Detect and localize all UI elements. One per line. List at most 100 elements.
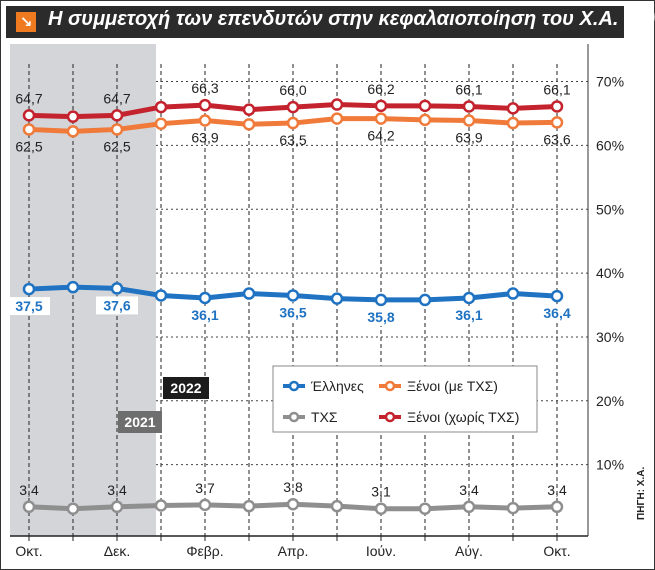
- data-point-foreign_without: [110, 109, 124, 122]
- y-tick-label: 50%: [596, 201, 624, 217]
- data-label-bg: [184, 306, 226, 325]
- data-point-foreign_with: [374, 112, 388, 125]
- data-label-greeks: 36,5: [279, 304, 306, 320]
- data-point-funds: [506, 501, 520, 515]
- data-point-funds: [462, 500, 476, 514]
- data-point-foreign_without: [66, 110, 80, 123]
- data-point-greeks: [154, 289, 168, 302]
- data-point-foreign_with: [22, 123, 36, 136]
- legend-swatch-marker: [288, 380, 300, 392]
- x-tick-label: Ιούν.: [366, 543, 396, 559]
- data-point-funds: [418, 502, 432, 515]
- data-point-foreign_with: [66, 125, 80, 138]
- legend-box: [272, 365, 538, 433]
- arrow-icon: ↘: [16, 12, 36, 32]
- legend-entry-greeks: Έλληνες: [310, 378, 364, 394]
- data-point-funds: [374, 502, 388, 515]
- data-label-foreign_without: 66,0: [279, 82, 306, 98]
- data-point-greeks: [22, 282, 36, 296]
- data-point-foreign_with: [506, 116, 520, 130]
- data-label-funds: 3,4: [459, 482, 479, 498]
- data-point-foreign_with: [330, 112, 344, 125]
- data-point-greeks: [110, 282, 124, 295]
- data-label-greeks: 36,1: [455, 307, 482, 323]
- data-label-bg: [448, 306, 490, 325]
- data-point-greeks: [418, 293, 432, 307]
- data-point-foreign_without: [462, 100, 476, 113]
- data-point-greeks: [242, 287, 256, 300]
- year-badge-2021: [118, 411, 162, 433]
- data-label-greeks: 37,5: [15, 298, 42, 314]
- data-label-foreign_without: 66,3: [191, 80, 218, 96]
- data-label-foreign_with: 63,6: [543, 131, 570, 147]
- data-point-greeks: [374, 293, 388, 307]
- data-label-foreign_with: 63,9: [191, 129, 218, 145]
- y-tick-label: 40%: [596, 265, 624, 281]
- data-point-funds: [242, 499, 256, 513]
- x-tick-label: Απρ.: [278, 543, 309, 559]
- data-point-foreign_without: [330, 98, 344, 111]
- data-label-funds: 3,4: [19, 482, 39, 498]
- x-tick-label: Οκτ.: [15, 543, 42, 559]
- data-label-bg: [96, 296, 138, 315]
- data-point-foreign_without: [418, 99, 432, 113]
- data-point-foreign_without: [154, 100, 168, 114]
- data-label-greeks: 36,1: [191, 307, 218, 323]
- data-point-funds: [66, 502, 80, 515]
- data-label-bg: [272, 303, 314, 322]
- data-label-foreign_without: 66,1: [543, 81, 570, 97]
- data-point-foreign_with: [198, 114, 212, 127]
- data-label-bg: [536, 304, 578, 323]
- data-point-foreign_with: [286, 116, 300, 130]
- data-point-funds: [286, 497, 300, 511]
- data-point-greeks: [550, 289, 564, 303]
- chart-title: Η συμμετοχή των επενδυτών στην κεφαλαιοπ…: [48, 8, 655, 30]
- data-label-bg: [8, 297, 50, 316]
- data-point-foreign_without: [550, 100, 564, 113]
- x-tick-label: Δεκ.: [104, 543, 130, 559]
- data-point-foreign_with: [242, 118, 256, 131]
- data-point-foreign_with: [550, 116, 564, 129]
- data-label-foreign_without: 66,2: [367, 81, 394, 97]
- year-label: 2022: [170, 380, 201, 396]
- data-label-bg: [360, 307, 402, 326]
- data-label-foreign_without: 64,7: [103, 90, 130, 106]
- y-tick-label: 60%: [596, 137, 624, 153]
- data-point-foreign_with: [418, 113, 432, 127]
- data-point-greeks: [462, 291, 476, 305]
- title-bar: [6, 6, 624, 38]
- data-point-greeks: [506, 287, 520, 300]
- legend-swatch-marker: [384, 380, 396, 392]
- year-label: 2021: [124, 414, 155, 430]
- data-label-greeks: 35,8: [367, 309, 394, 325]
- data-point-foreign_with: [110, 123, 124, 136]
- data-label-foreign_without: 66,1: [455, 81, 482, 97]
- data-label-funds: 3,8: [283, 479, 303, 495]
- data-label-greeks: 37,6: [103, 297, 130, 313]
- data-point-foreign_without: [22, 109, 36, 122]
- data-point-funds: [110, 500, 124, 514]
- data-point-foreign_without: [374, 99, 388, 113]
- y-tick-label: 20%: [596, 393, 624, 409]
- data-point-foreign_without: [198, 98, 212, 112]
- year-badge-2022: [163, 377, 209, 399]
- x-tick-label: Φεβρ.: [186, 543, 223, 559]
- data-point-foreign_without: [286, 100, 300, 114]
- data-point-foreign_with: [462, 114, 476, 127]
- y-tick-label: 30%: [596, 329, 624, 345]
- data-label-funds: 3,7: [195, 480, 215, 496]
- data-label-foreign_with: 62,5: [103, 138, 130, 154]
- data-label-foreign_with: 64,2: [367, 128, 394, 144]
- data-point-foreign_with: [154, 117, 168, 130]
- data-label-funds: 3,1: [371, 484, 391, 500]
- data-point-foreign_without: [506, 102, 520, 115]
- data-point-greeks: [286, 289, 300, 302]
- data-point-greeks: [66, 280, 80, 294]
- data-label-foreign_with: 63,5: [279, 132, 306, 148]
- data-point-funds: [22, 500, 36, 514]
- y-tick-label: 70%: [596, 74, 624, 90]
- data-point-greeks: [330, 292, 344, 305]
- legend-swatch-marker: [288, 411, 300, 423]
- data-label-foreign_with: 63,9: [455, 129, 482, 145]
